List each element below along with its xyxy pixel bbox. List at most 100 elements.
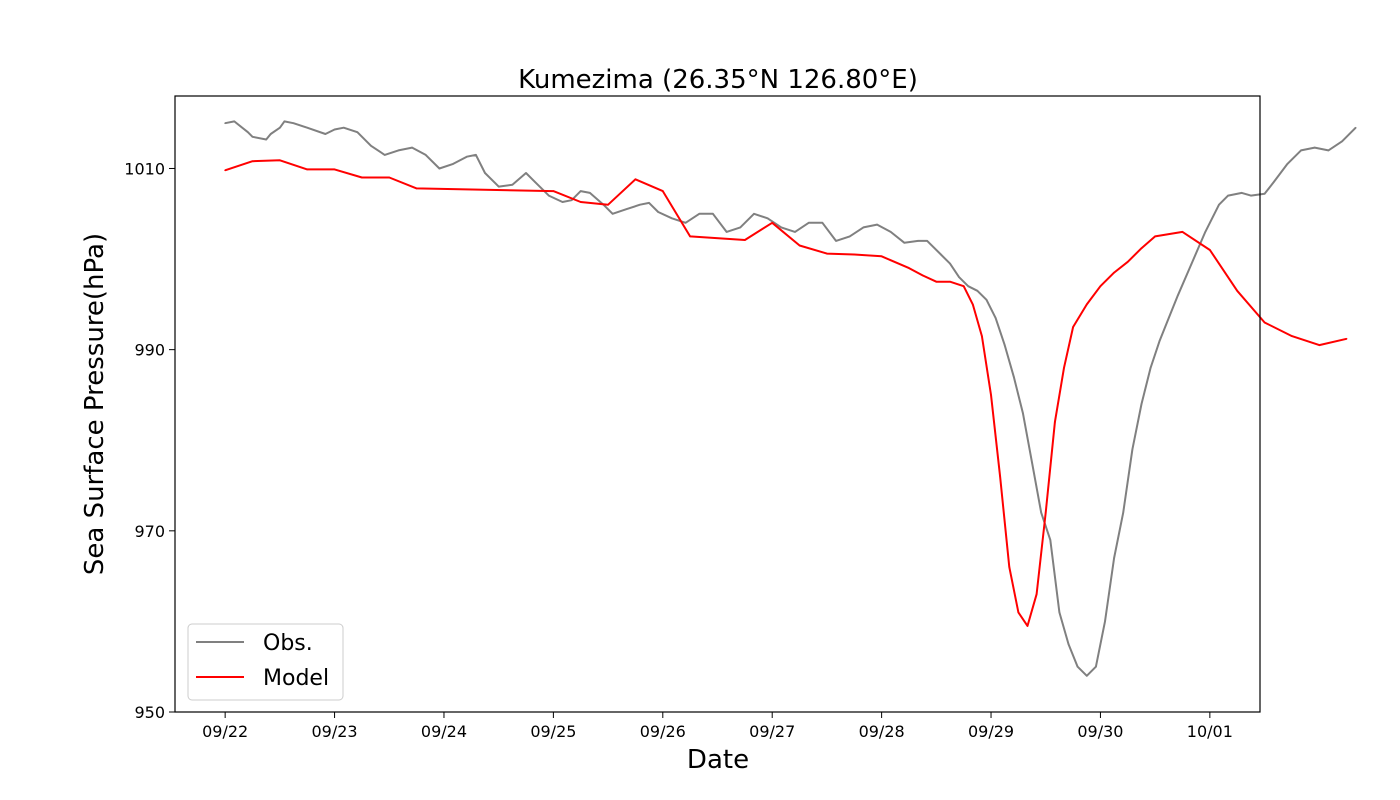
data-point-model	[662, 190, 664, 192]
data-point-obs	[889, 231, 892, 233]
data-point-obs	[1218, 203, 1220, 206]
chart-title: Kumezima (26.35°N 126.80°E)	[518, 65, 918, 95]
x-tick-label: 09/26	[640, 722, 686, 741]
data-point-obs	[1067, 643, 1070, 645]
data-point-obs	[1168, 317, 1170, 319]
data-point-model	[798, 244, 801, 247]
data-point-obs	[1049, 539, 1052, 541]
data-point-obs	[1131, 448, 1134, 451]
data-point-obs	[639, 203, 641, 206]
data-point-obs	[794, 231, 796, 233]
y-tick-label: 970	[134, 522, 165, 541]
data-point-obs	[1190, 262, 1193, 265]
data-point-obs	[497, 185, 500, 188]
data-point-obs	[848, 235, 851, 238]
data-point-model	[1035, 593, 1038, 595]
y-tick-label: 1010	[124, 159, 165, 178]
data-point-obs	[967, 285, 969, 288]
data-point-model	[306, 168, 309, 171]
data-point-obs	[342, 126, 345, 129]
data-point-obs	[725, 231, 728, 233]
data-point-obs	[1086, 675, 1088, 677]
data-point-model	[908, 267, 910, 269]
data-point-obs	[548, 194, 550, 197]
data-point-model	[1086, 303, 1088, 306]
data-point-obs	[1177, 294, 1179, 297]
data-point-model	[853, 253, 856, 256]
data-point-obs	[1263, 193, 1266, 195]
data-point-model	[1318, 344, 1321, 346]
data-point-model	[1291, 335, 1293, 337]
data-point-obs	[1140, 403, 1143, 405]
data-point-obs	[835, 240, 837, 242]
data-point-model	[999, 475, 1001, 478]
data-point-obs	[1250, 194, 1252, 197]
data-point-model	[981, 335, 983, 337]
y-axis-label: Sea Surface Pressure(hPa)	[80, 233, 110, 575]
data-point-obs	[511, 184, 514, 186]
data-point-obs	[1354, 126, 1357, 129]
data-point-model	[1345, 338, 1348, 340]
data-point-obs	[876, 223, 878, 226]
data-point-model	[1209, 249, 1211, 251]
data-point-model	[361, 176, 363, 179]
data-point-obs	[1272, 181, 1275, 183]
data-point-model	[771, 222, 773, 224]
data-point-model	[1054, 421, 1056, 423]
data-point-obs	[1013, 376, 1015, 378]
x-tick-label: 09/28	[859, 722, 905, 741]
data-point-model	[388, 176, 391, 179]
data-point-obs	[739, 226, 742, 229]
series-line-model	[224, 159, 1347, 627]
data-point-obs	[1313, 146, 1316, 149]
series-line-obs	[224, 120, 1357, 677]
legend-label-model: Model	[263, 666, 329, 691]
data-point-model	[1113, 271, 1115, 274]
data-point-obs	[780, 226, 783, 229]
x-tick-label: 09/22	[202, 722, 248, 741]
data-point-obs	[452, 163, 454, 165]
data-point-obs	[1104, 620, 1106, 623]
x-axis: 09/22 09/23 09/24 09/25 09/26 09/27 09/28 09/29…	[202, 712, 1233, 741]
data-point-obs	[1204, 231, 1207, 233]
data-point-obs	[475, 154, 477, 156]
y-axis: 950 970 990 1010	[124, 159, 175, 722]
data-point-obs	[1031, 462, 1033, 464]
data-point-model	[689, 235, 691, 238]
data-point-model	[1263, 321, 1266, 324]
x-tick-label: 09/23	[312, 722, 358, 741]
data-point-obs	[383, 154, 386, 156]
data-point-obs	[438, 167, 441, 170]
data-point-model	[1099, 285, 1102, 288]
x-tick-label: 09/30	[1077, 722, 1123, 741]
data-point-obs	[671, 217, 673, 220]
data-point-obs	[958, 276, 960, 279]
data-point-obs	[292, 122, 295, 124]
data-point-model	[1140, 247, 1143, 249]
data-point-obs	[279, 126, 281, 129]
y-tick-label: 950	[134, 703, 165, 722]
data-point-obs	[917, 240, 919, 242]
data-point-obs	[976, 290, 979, 292]
data-point-model	[333, 168, 336, 171]
x-tick-label: 09/25	[530, 722, 576, 741]
data-point-obs	[1122, 511, 1124, 514]
data-point-obs	[1300, 149, 1302, 152]
data-point-model	[990, 394, 992, 396]
data-point-model	[1008, 566, 1011, 568]
series-points-obs	[224, 120, 1357, 677]
data-point-model	[251, 160, 254, 162]
data-point-obs	[994, 317, 997, 319]
data-point-obs	[333, 128, 336, 131]
data-point-model	[1063, 367, 1065, 369]
data-point-model	[1236, 290, 1238, 292]
data-point-model	[224, 169, 226, 172]
data-point-obs	[233, 120, 236, 123]
data-point-obs	[1022, 412, 1024, 414]
x-tick-label: 10/01	[1187, 722, 1233, 741]
data-point-obs	[251, 136, 254, 138]
data-point-model	[962, 285, 965, 288]
data-point-model	[415, 187, 418, 190]
data-point-obs	[1341, 140, 1343, 143]
data-point-model	[880, 255, 883, 258]
